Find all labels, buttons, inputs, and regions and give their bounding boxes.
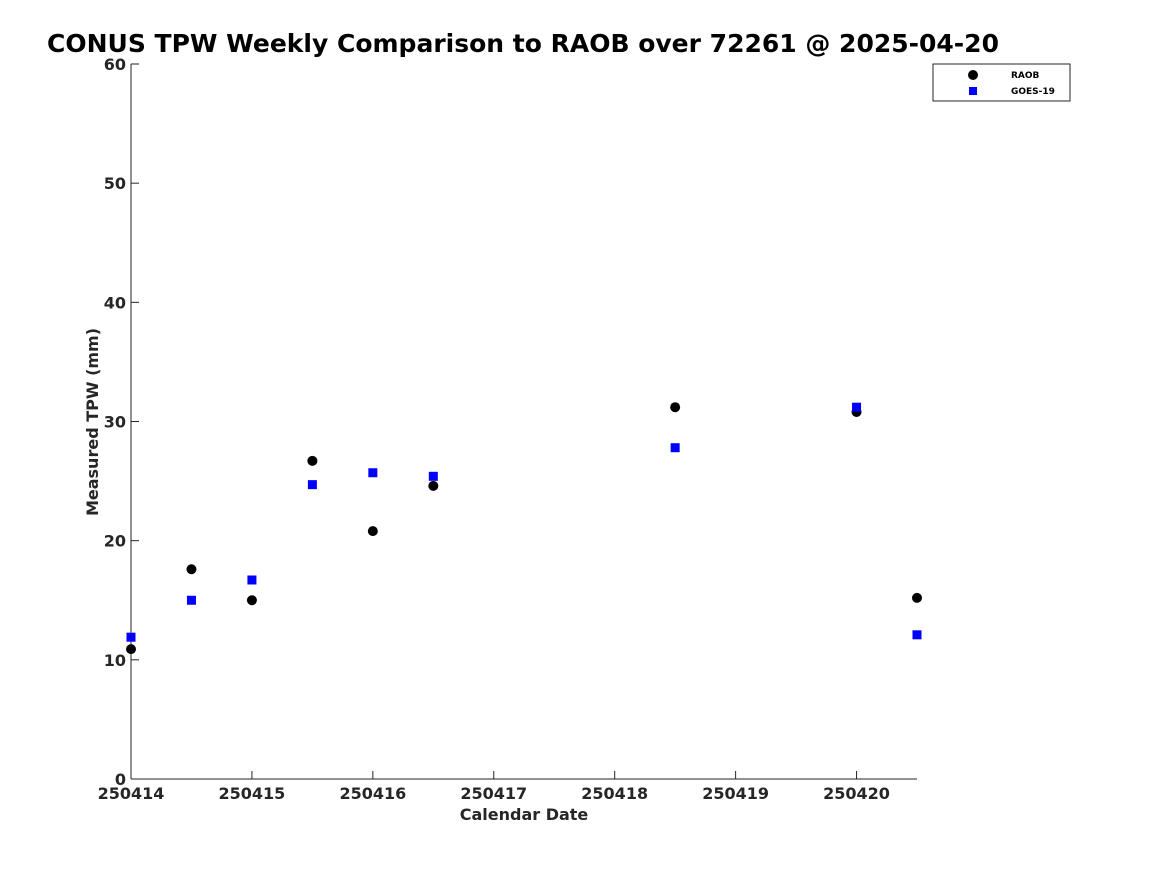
chart-title: CONUS TPW Weekly Comparison to RAOB over… <box>47 29 999 58</box>
plot-area <box>130 64 917 780</box>
goes-19-point <box>247 575 257 585</box>
x-tick-label: 250420 <box>823 784 890 803</box>
y-axis-label: Measured TPW (mm) <box>83 328 102 516</box>
legend-box <box>932 63 1071 102</box>
series-goes-19 <box>126 402 922 642</box>
goes-19-point <box>368 468 378 478</box>
x-tick-label: 250418 <box>581 784 648 803</box>
goes-19-point <box>186 595 196 605</box>
y-tick-label: 50 <box>104 174 126 193</box>
raob-point <box>246 595 257 606</box>
raob-point <box>670 402 681 413</box>
legend-raob-marker <box>968 70 978 80</box>
goes-19-point <box>428 471 438 481</box>
y-tick-label: 60 <box>104 55 126 74</box>
y-ticks: 0 10 20 30 40 50 60 <box>104 55 139 789</box>
x-ticks: 250414 250415 250416 250417 250418 250419 2504… <box>98 771 890 803</box>
goes-19-point <box>670 443 680 453</box>
y-tick-label: 30 <box>104 413 126 432</box>
x-tick-label: 250419 <box>702 784 769 803</box>
x-axis-label: Calendar Date <box>460 805 589 824</box>
series-layer <box>126 402 922 655</box>
raob-point <box>186 564 197 575</box>
raob-point <box>428 480 439 491</box>
legend: RAOB GOES-19 <box>932 63 1071 102</box>
y-tick-label: 40 <box>104 293 126 312</box>
raob-point <box>912 592 922 603</box>
y-tick-label: 0 <box>115 770 126 789</box>
goes-19-point <box>307 480 317 490</box>
series-raob <box>126 402 922 655</box>
goes-19-point <box>912 630 922 640</box>
legend-label: GOES-19 <box>1011 87 1055 97</box>
x-tick-label: 250416 <box>339 784 406 803</box>
goes-19-point <box>852 402 862 412</box>
raob-point <box>367 526 378 537</box>
raob-point <box>307 455 318 466</box>
goes-19-point <box>126 632 136 642</box>
x-tick-label: 250414 <box>98 784 165 803</box>
y-tick-label: 10 <box>104 651 126 670</box>
raob-point <box>126 644 136 655</box>
legend-label: RAOB <box>1011 71 1040 81</box>
y-tick-label: 20 <box>104 532 126 551</box>
x-tick-label: 250417 <box>460 784 527 803</box>
x-tick-label: 250415 <box>219 784 286 803</box>
legend-goes-19-marker <box>969 87 977 95</box>
